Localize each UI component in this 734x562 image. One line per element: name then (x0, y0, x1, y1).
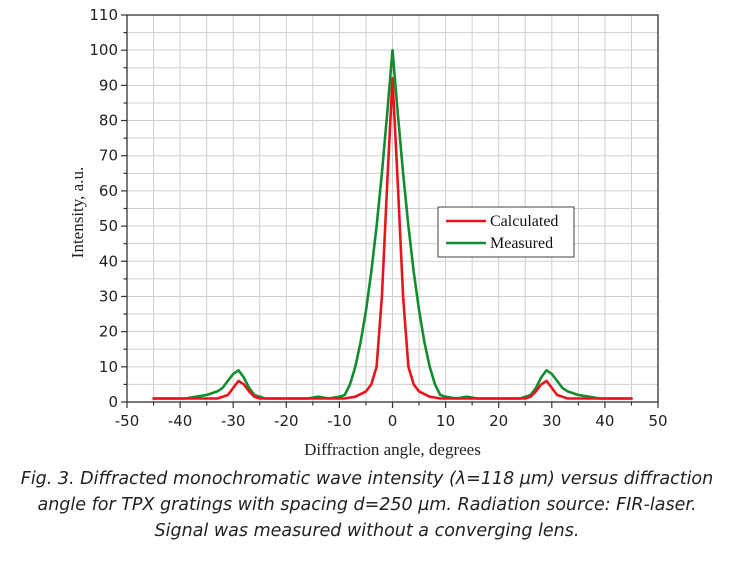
y-tick-label: 60 (99, 182, 118, 200)
legend-entry-calculated: Calculated (490, 213, 558, 230)
x-tick-label: 50 (648, 412, 667, 430)
legend: Calculated Measured (437, 206, 575, 258)
x-tick-label: -10 (327, 412, 352, 430)
y-tick-label: 10 (99, 358, 118, 376)
axis-ticks: -50 -40 -30 -20 -10 0 10 20 30 40 50 0 10 20 30 40 50 60 7… (89, 6, 667, 430)
y-tick-label: 20 (99, 323, 118, 341)
x-axis-label: Diffraction angle, degrees (304, 440, 481, 459)
y-axis-label: Intensity, a.u. (68, 167, 87, 258)
x-tick-label: 20 (489, 412, 508, 430)
series-line-measured (152, 48, 633, 400)
figure-caption: Fig. 3. Diffracted monochromatic wave in… (20, 469, 714, 541)
x-tick-label: 0 (388, 412, 398, 430)
y-tick-label: 0 (108, 393, 118, 411)
chart: -50 -40 -30 -20 -10 0 10 20 30 40 50 0 10 20 30 40 50 60 7… (68, 6, 668, 459)
y-tick-label: 70 (99, 147, 118, 165)
y-tick-label: 80 (99, 112, 118, 130)
chart-grid (127, 15, 658, 402)
x-tick-label: 10 (436, 412, 455, 430)
y-tick-label: 100 (89, 41, 118, 59)
legend-box (437, 206, 575, 258)
y-tick-label: 110 (89, 6, 118, 24)
y-tick-label: 50 (99, 217, 118, 235)
series-line-calculated (152, 77, 633, 400)
x-tick-label: -40 (168, 412, 193, 430)
y-tick-label: 40 (99, 252, 118, 270)
x-tick-label: -20 (274, 412, 299, 430)
y-tick-label: 30 (99, 287, 118, 305)
legend-entry-measured: Measured (490, 235, 553, 252)
x-tick-label: -30 (221, 412, 246, 430)
x-tick-label: -50 (115, 412, 140, 430)
y-tick-label: 90 (99, 76, 118, 94)
x-tick-label: 30 (542, 412, 561, 430)
x-tick-label: 40 (595, 412, 614, 430)
chart-series (152, 48, 633, 400)
